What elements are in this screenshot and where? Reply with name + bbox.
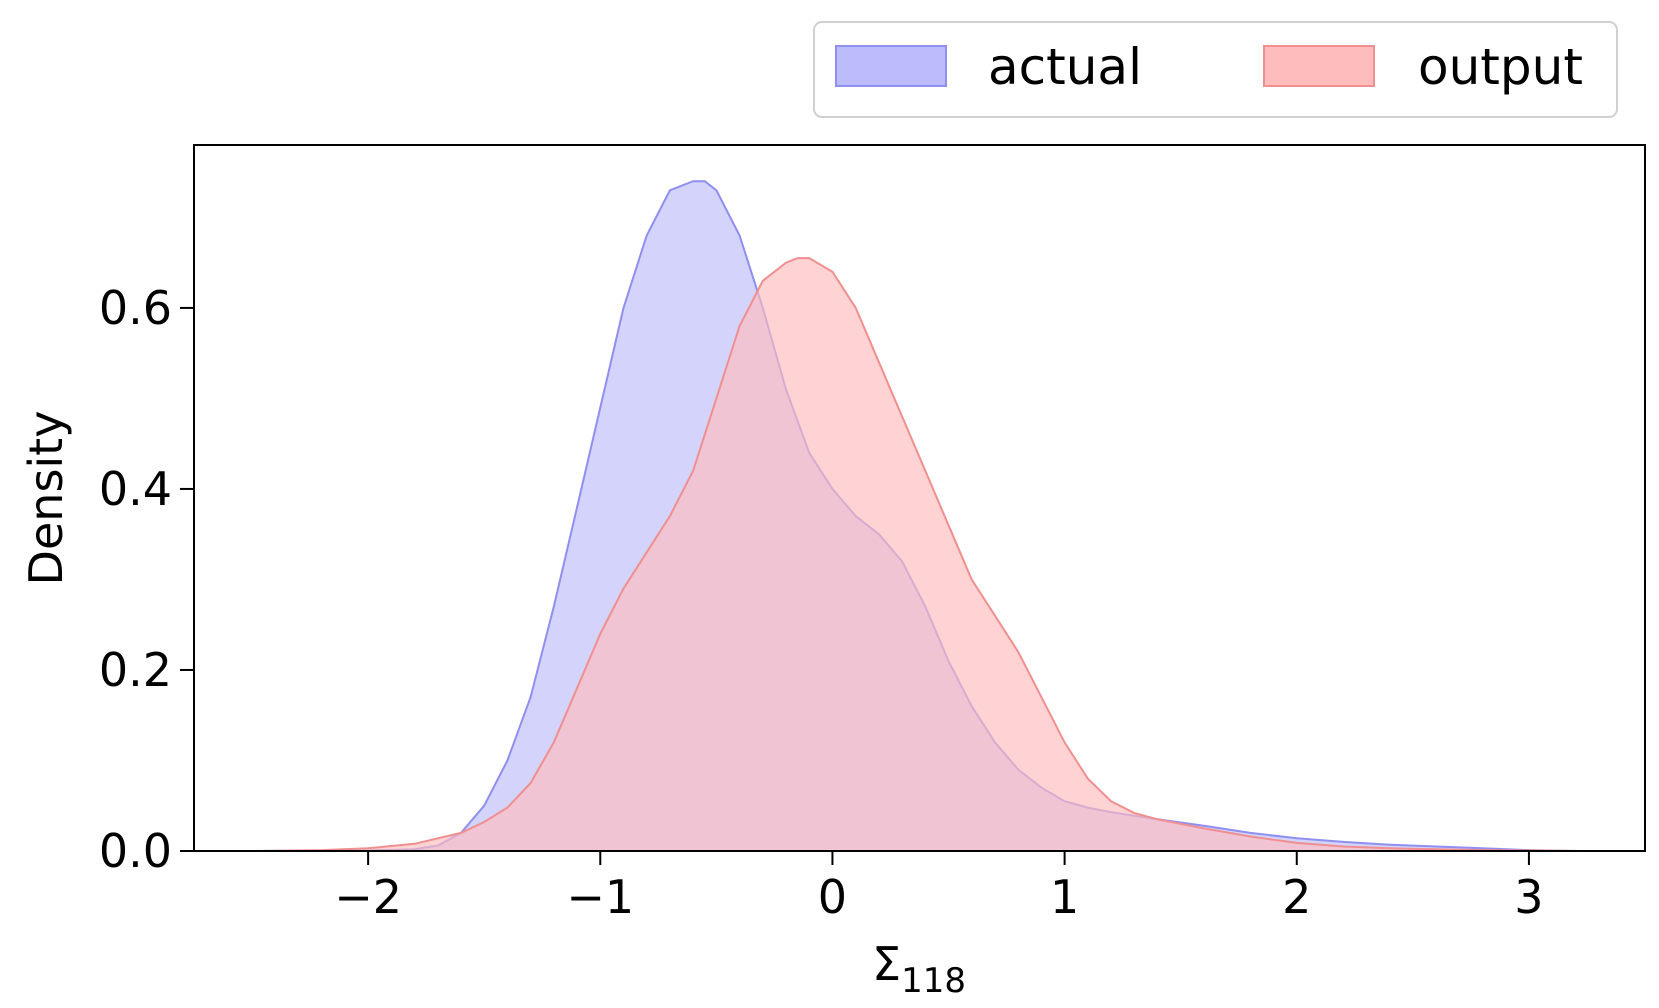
y-tick-label: 0.2 — [99, 643, 172, 697]
y-tick-label: 0.0 — [99, 824, 172, 878]
y-axis: 0.0 0.2 0.4 0.6 — [99, 281, 194, 878]
density-area-output — [252, 258, 1587, 852]
x-tick-label: −1 — [566, 870, 634, 924]
x-tick-label: 2 — [1282, 870, 1311, 924]
x-tick-label: 0 — [818, 870, 847, 924]
y-tick-label: 0.6 — [99, 281, 172, 335]
y-axis-title: Density — [19, 411, 73, 586]
density-line-output — [251, 257, 1588, 852]
x-axis: −2 −1 0 1 2 3 — [334, 851, 1544, 924]
legend-label-actual: actual — [988, 38, 1142, 96]
legend-swatch-output — [1263, 45, 1375, 87]
legend-frame — [813, 21, 1618, 118]
x-tick-label: 3 — [1514, 870, 1543, 924]
plot-frame — [193, 144, 1646, 852]
y-tick-label: 0.4 — [99, 462, 172, 516]
x-axis-title-subscript: 118 — [901, 961, 966, 1001]
x-tick-label: 1 — [1050, 870, 1079, 924]
x-axis-title: Σ118 — [872, 937, 966, 1001]
legend-label-output: output — [1418, 38, 1583, 96]
legend: actual output — [813, 21, 1618, 118]
x-axis-title-main: Σ — [872, 937, 901, 991]
series-layer — [251, 180, 1588, 852]
legend-swatch-actual — [835, 45, 947, 87]
x-tick-label: −2 — [334, 870, 402, 924]
